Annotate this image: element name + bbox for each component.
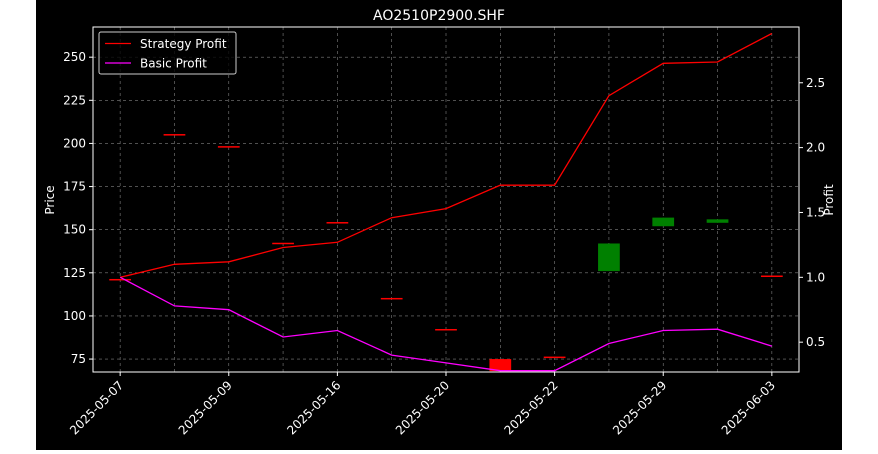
x-tick-label: 2025-06-03: [719, 378, 778, 437]
candle-layer: [109, 134, 783, 372]
x-tick-label: 2025-05-09: [176, 378, 235, 437]
y-tick-label-right: 2.0: [806, 141, 825, 155]
y-axis-label-left: Price: [43, 185, 57, 214]
line-layer: [119, 32, 773, 372]
candle-body: [163, 134, 186, 136]
y-tick-label-right: 1.5: [806, 205, 825, 219]
x-tick-label: 2025-05-07: [67, 378, 126, 437]
y-tick-label-left: 100: [63, 309, 86, 323]
x-tick-label: 2025-05-16: [284, 378, 343, 437]
grid-layer: [93, 27, 799, 372]
axis-layer: 75 100 125 150 175 200 225 250 0.5 1.0 1.5 2.0 2.5 20…: [63, 50, 825, 437]
plot-frame: [92, 26, 800, 373]
candle-body: [652, 217, 675, 227]
chart-title: AO2510P2900.SHF: [373, 8, 505, 24]
legend-label-basic: Basic Profit: [140, 57, 207, 71]
strategy-profit-line: [120, 32, 773, 278]
legend-box: [98, 31, 237, 75]
candle-body: [598, 243, 620, 272]
candle-body: [489, 359, 512, 372]
y-tick-label-right: 1.0: [806, 270, 825, 284]
legend-label-strategy: Strategy Profit: [140, 37, 227, 51]
legend: Strategy Profit Basic Profit: [98, 31, 237, 75]
candle-body: [109, 278, 132, 281]
candle-body: [706, 219, 729, 223]
chart-svg: AO2510P2900.SHF 75 100 125 150 175 200 225 250 0…: [43, 8, 836, 437]
candle-body: [326, 222, 349, 224]
y-tick-label-left: 175: [63, 180, 86, 194]
candle-body: [272, 242, 294, 245]
x-tick-label: 2025-05-20: [393, 378, 452, 437]
y-tick-label-left: 250: [63, 50, 86, 64]
y-tick-label-left: 125: [63, 266, 86, 280]
chart-figure: AO2510P2900.SHF 75 100 125 150 175 200 225 250 0…: [36, 0, 842, 450]
y-tick-label-left: 225: [63, 93, 86, 107]
y-tick-label-right: 0.5: [806, 335, 825, 349]
y-tick-label-left: 75: [71, 352, 86, 366]
basic-profit-line: [119, 276, 772, 372]
x-tick-label: 2025-05-29: [610, 378, 669, 437]
y-tick-label-right: 2.5: [806, 76, 825, 90]
x-tick-label: 2025-05-22: [502, 378, 561, 437]
candle-body: [435, 328, 457, 331]
y-tick-label-left: 200: [63, 136, 86, 150]
y-axis-label-right: Profit: [822, 184, 836, 216]
candle-body: [217, 146, 240, 148]
y-tick-label-left: 150: [63, 223, 86, 237]
candle-body: [380, 297, 403, 300]
candle-body: [760, 275, 783, 278]
candle-body: [543, 356, 566, 359]
